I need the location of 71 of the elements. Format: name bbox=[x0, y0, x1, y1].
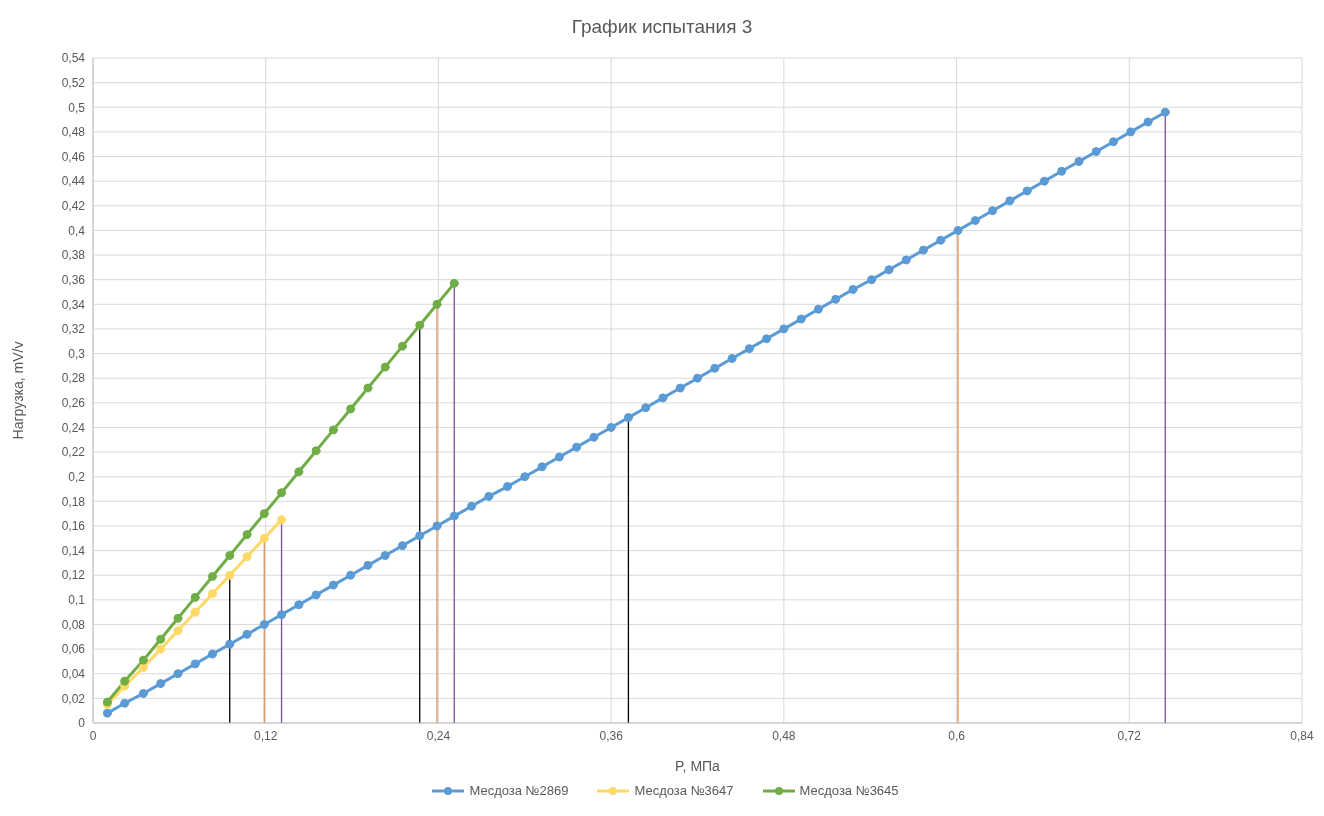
y-tick-label: 0,38 bbox=[61, 248, 86, 263]
point bbox=[156, 644, 166, 654]
legend-label: Месдоза №3645 bbox=[799, 783, 899, 798]
point bbox=[397, 341, 407, 351]
x-tick-label: 0,84 bbox=[1290, 728, 1314, 743]
x-tick-label: 0,48 bbox=[772, 728, 796, 743]
point bbox=[156, 634, 166, 644]
y-tick-label: 0,1 bbox=[68, 593, 86, 608]
chart-title: График испытания 3 bbox=[570, 16, 754, 38]
point bbox=[277, 515, 287, 525]
point bbox=[277, 488, 287, 498]
point bbox=[311, 446, 321, 456]
x-tick-label: 0 bbox=[89, 728, 97, 743]
point bbox=[242, 530, 252, 540]
point bbox=[363, 383, 373, 393]
y-tick-label: 0,18 bbox=[61, 494, 86, 509]
y-tick-label: 0,04 bbox=[61, 667, 86, 681]
y-axis-title: Нагрузка, mV/v bbox=[9, 341, 26, 440]
y-tick-label: 0 bbox=[78, 716, 86, 731]
point bbox=[242, 552, 252, 562]
point bbox=[190, 607, 200, 617]
point bbox=[207, 589, 217, 599]
y-tick-label: 0,42 bbox=[61, 199, 86, 214]
y-tick-label: 0,4 bbox=[68, 223, 86, 238]
point bbox=[138, 655, 148, 665]
y-tick-label: 0,46 bbox=[61, 149, 86, 164]
point bbox=[346, 404, 356, 414]
x-tick-label: 0,72 bbox=[1117, 728, 1142, 743]
y-tick-label: 0,06 bbox=[61, 642, 86, 657]
y-tick-label: 0,52 bbox=[61, 75, 86, 90]
y-tick-label: 0,3 bbox=[68, 346, 86, 361]
x-tick-label: 0,36 bbox=[599, 728, 624, 743]
point bbox=[190, 592, 200, 602]
y-tick-label: 0,08 bbox=[61, 617, 86, 632]
point bbox=[225, 551, 235, 561]
y-tick-label: 0,2 bbox=[68, 469, 86, 484]
point bbox=[138, 663, 148, 673]
point bbox=[449, 278, 459, 288]
point bbox=[415, 320, 425, 330]
x-axis-title: P, МПа bbox=[675, 758, 721, 774]
legend-label: Месдоза №2869 bbox=[469, 783, 569, 798]
y-tick-label: 0,54 bbox=[61, 51, 86, 66]
point bbox=[173, 613, 183, 623]
y-tick-label: 0,14 bbox=[61, 543, 86, 558]
y-tick-label: 0,36 bbox=[61, 272, 86, 287]
y-tick-label: 0,32 bbox=[61, 322, 86, 337]
point bbox=[328, 425, 338, 435]
y-tick-label: 0,24 bbox=[61, 420, 86, 435]
y-tick-label: 0,28 bbox=[61, 371, 86, 386]
point bbox=[259, 509, 269, 519]
point bbox=[225, 570, 235, 580]
x-tick-label: 0,6 bbox=[948, 728, 966, 743]
y-tick-label: 0,12 bbox=[61, 568, 86, 583]
y-tick-label: 0,26 bbox=[61, 396, 86, 411]
point bbox=[432, 299, 442, 309]
y-tick-label: 0,02 bbox=[61, 691, 86, 706]
point bbox=[259, 533, 269, 543]
y-tick-label: 0,48 bbox=[61, 125, 86, 140]
y-tick-label: 0,5 bbox=[68, 100, 86, 115]
x-tick-label: 0,12 bbox=[254, 728, 278, 743]
point bbox=[207, 571, 217, 581]
point bbox=[294, 467, 304, 477]
legend-label: Месдоза №3647 bbox=[634, 783, 734, 798]
point bbox=[120, 676, 130, 686]
point bbox=[173, 626, 183, 636]
y-tick-label: 0,16 bbox=[61, 519, 86, 534]
point bbox=[380, 362, 390, 372]
y-tick-label: 0,34 bbox=[61, 297, 86, 312]
y-tick-label: 0,44 bbox=[61, 174, 86, 189]
x-tick-label: 0,24 bbox=[426, 728, 451, 743]
y-tick-label: 0,22 bbox=[61, 445, 86, 460]
